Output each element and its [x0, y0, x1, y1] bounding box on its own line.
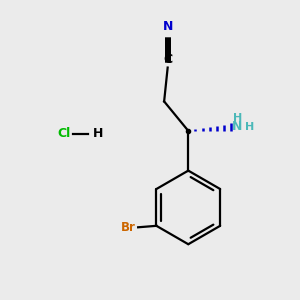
Text: N: N: [232, 120, 243, 133]
Text: Br: Br: [121, 221, 136, 234]
Text: H: H: [245, 122, 255, 132]
Text: C: C: [163, 53, 172, 66]
Text: N: N: [163, 20, 173, 33]
Text: H: H: [93, 127, 103, 140]
Text: Cl: Cl: [57, 127, 70, 140]
Text: H: H: [233, 113, 242, 123]
